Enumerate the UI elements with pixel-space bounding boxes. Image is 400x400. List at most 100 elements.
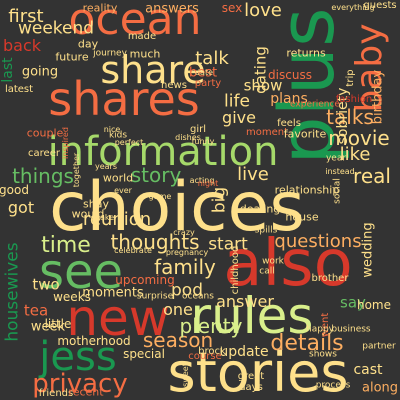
word-guests: guests bbox=[363, 0, 397, 11]
word-weekend: weekend bbox=[17, 18, 95, 39]
word-brother: brother bbox=[311, 273, 349, 284]
word-friends: friends bbox=[38, 388, 74, 399]
word-cast: cast bbox=[353, 362, 383, 378]
word-jess: jess bbox=[39, 334, 117, 380]
word-work: work bbox=[262, 256, 284, 267]
word-night: night bbox=[197, 179, 219, 188]
word-talks: talks bbox=[326, 105, 374, 129]
word-career: career bbox=[28, 148, 60, 159]
word-say: say bbox=[340, 293, 366, 312]
word-give: give bbox=[222, 108, 256, 127]
word-dishes: dishes bbox=[175, 133, 201, 142]
word-share: share bbox=[100, 48, 206, 92]
word-fashion: fashion bbox=[335, 94, 373, 105]
word-good: good bbox=[0, 183, 29, 197]
word-birthday: birthday bbox=[370, 69, 386, 125]
word-journey: journey bbox=[93, 48, 127, 59]
word-privacy: privacy bbox=[32, 369, 128, 399]
word-season: season bbox=[142, 328, 214, 352]
word-back: back bbox=[2, 36, 42, 55]
word-date: date bbox=[194, 68, 214, 77]
word-choices: choices bbox=[49, 168, 305, 247]
word-relationship: relationship bbox=[274, 183, 340, 197]
word-latest: latest bbox=[4, 84, 34, 95]
word-lake: lake bbox=[97, 213, 115, 222]
word-everything: everything bbox=[331, 3, 375, 12]
word-moments: moments bbox=[82, 285, 144, 301]
word-shares: shares bbox=[48, 72, 200, 126]
word-perfect: perfect bbox=[114, 138, 144, 147]
word-sweet: sweet bbox=[181, 363, 190, 387]
word-crazy: crazy bbox=[173, 228, 195, 237]
word-talk: talk bbox=[195, 48, 229, 69]
word-news: news bbox=[161, 80, 187, 91]
word-along: along bbox=[361, 380, 399, 396]
word-live: live bbox=[237, 164, 269, 185]
word-girl: girl bbox=[189, 124, 207, 135]
word-movie: movie bbox=[328, 126, 390, 150]
word-start: start bbox=[208, 234, 248, 255]
word-reality: reality bbox=[82, 1, 118, 15]
word-course: course bbox=[188, 351, 222, 362]
word-sex: sex bbox=[221, 1, 243, 15]
word-real: real bbox=[353, 164, 391, 188]
word-years: years bbox=[94, 162, 118, 171]
word-reunion: reunion bbox=[82, 209, 152, 230]
word-experience: experience bbox=[290, 99, 340, 110]
word-answers: answers bbox=[145, 1, 199, 17]
word-social: social bbox=[332, 178, 343, 204]
word-last: last bbox=[0, 57, 16, 83]
word-upcoming: upcoming bbox=[115, 273, 175, 287]
word-year: year bbox=[325, 153, 347, 164]
word-business: business bbox=[331, 324, 371, 335]
word-housewives: housewives bbox=[2, 242, 23, 342]
word-details: details bbox=[270, 331, 344, 356]
word-see: see bbox=[38, 244, 124, 300]
word-weeks: weeks bbox=[53, 290, 91, 304]
word-new: new bbox=[66, 289, 170, 347]
word-time: time bbox=[41, 233, 91, 258]
word-great: great bbox=[237, 371, 265, 382]
word-two: two bbox=[32, 275, 60, 294]
word-motherhood: motherhood bbox=[57, 334, 131, 348]
word-acting: acting bbox=[189, 176, 215, 185]
word-answer: answer bbox=[216, 292, 274, 311]
word-dealing: dealing bbox=[239, 202, 281, 216]
word-made: made bbox=[127, 31, 157, 42]
word-together: together bbox=[72, 152, 81, 188]
word-party: party bbox=[194, 78, 222, 89]
word-questions: questions bbox=[274, 231, 362, 252]
word-little: little bbox=[44, 317, 72, 331]
word-also: also bbox=[223, 227, 353, 301]
word-discuss: discuss bbox=[268, 68, 312, 82]
word-love: love bbox=[244, 0, 282, 21]
word-kids: kids bbox=[108, 130, 128, 141]
word-future: future bbox=[55, 50, 89, 64]
word-stories: stories bbox=[167, 341, 349, 400]
word-got: got bbox=[7, 198, 35, 217]
word-like: like bbox=[339, 144, 371, 165]
word-pregnancy: pregnancy bbox=[165, 248, 209, 257]
word-shay: shay bbox=[83, 197, 109, 211]
word-returns: returns bbox=[286, 46, 326, 60]
word-brock: brock bbox=[198, 346, 226, 357]
word-game: game bbox=[148, 192, 172, 201]
word-rules: rules bbox=[190, 287, 314, 345]
word-update: update bbox=[219, 344, 269, 360]
word-one: one bbox=[163, 300, 193, 319]
word-happy: happy bbox=[306, 324, 334, 335]
word-feels: feels bbox=[277, 118, 301, 129]
word-ever: ever bbox=[114, 186, 132, 195]
word-family: family bbox=[154, 255, 216, 279]
word-information: information bbox=[47, 129, 279, 175]
word-nice: nice bbox=[103, 125, 121, 134]
word-celebrate: celebrate bbox=[114, 246, 152, 255]
word-home: home bbox=[356, 298, 392, 312]
word-instead: instead bbox=[325, 167, 355, 176]
word-plans: plans bbox=[270, 91, 308, 107]
word-days: days bbox=[239, 382, 263, 393]
word-day: day bbox=[77, 37, 99, 51]
word-ocean: ocean bbox=[68, 0, 202, 45]
word-partner: partner bbox=[362, 341, 396, 352]
word-couple: couple bbox=[26, 126, 64, 140]
